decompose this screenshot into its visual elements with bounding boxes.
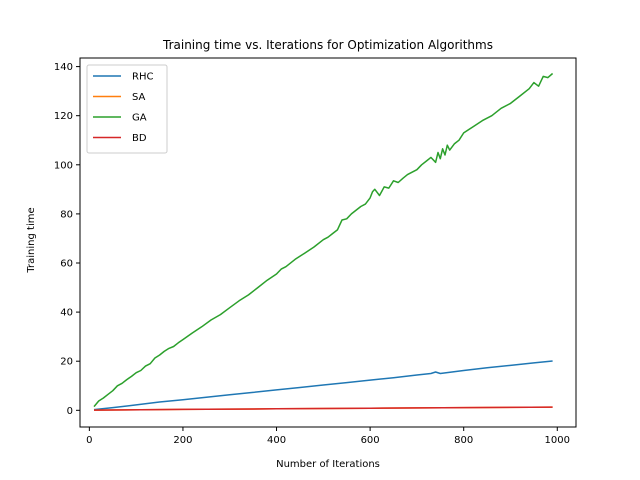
legend-label: GA bbox=[132, 113, 147, 124]
axes-frame bbox=[79, 57, 577, 428]
x-axis-title: Number of Iterations bbox=[276, 459, 380, 470]
series-line-bd bbox=[93, 406, 553, 411]
series-line-rhc bbox=[93, 360, 553, 411]
chart-title: Training time vs. Iterations for Optimiz… bbox=[162, 38, 493, 52]
y-tick-label: 60 bbox=[60, 259, 73, 270]
y-tick-label: 80 bbox=[60, 209, 73, 220]
y-axis: 0 20 40 60 80 100 120 140 bbox=[54, 62, 80, 417]
x-tick-label: 800 bbox=[454, 435, 473, 446]
legend-label: SA bbox=[132, 92, 146, 103]
x-axis: 0 200 400 600 800 1000 bbox=[86, 427, 570, 446]
legend: RHC SA GA BD bbox=[86, 64, 168, 154]
x-tick-label: 1000 bbox=[545, 435, 570, 446]
legend-label: BD bbox=[132, 133, 147, 144]
y-tick-label: 120 bbox=[54, 111, 73, 122]
y-tick-label: 20 bbox=[60, 357, 73, 368]
series-line-ga bbox=[93, 72, 554, 408]
x-tick-label: 400 bbox=[267, 435, 286, 446]
legend-label: RHC bbox=[132, 72, 153, 83]
y-tick-label: 140 bbox=[54, 62, 73, 73]
x-tick-label: 200 bbox=[173, 435, 192, 446]
y-tick-label: 100 bbox=[54, 160, 73, 171]
y-tick-label: 40 bbox=[60, 308, 73, 319]
x-tick-label: 0 bbox=[86, 435, 92, 446]
y-axis-title: Training time bbox=[26, 207, 37, 273]
y-tick-label: 0 bbox=[67, 406, 73, 417]
legend-box bbox=[86, 64, 168, 154]
x-tick-label: 600 bbox=[361, 435, 380, 446]
series-layer bbox=[93, 72, 554, 411]
